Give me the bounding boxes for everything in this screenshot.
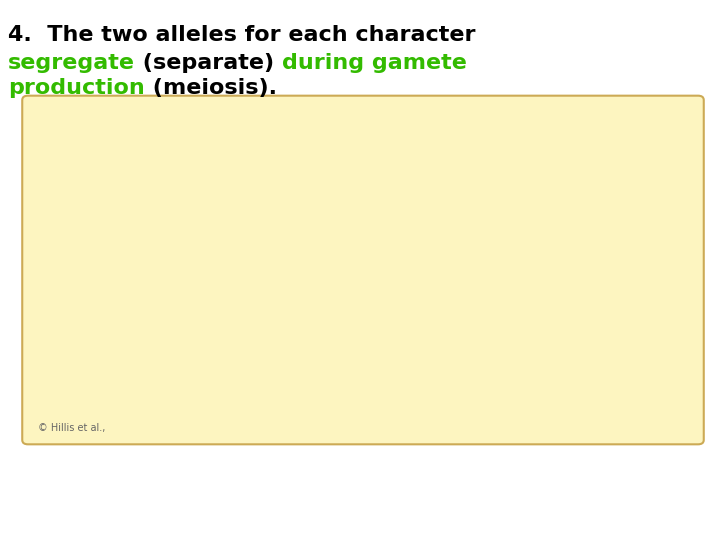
Text: aa: aa (359, 367, 379, 382)
Text: P: P (240, 341, 251, 356)
Text: Recessive: Recessive (542, 352, 627, 367)
Text: Heterozygous: Heterozygous (444, 391, 541, 404)
FancyBboxPatch shape (364, 237, 374, 261)
Text: allele: allele (542, 373, 583, 388)
Text: b: b (487, 341, 498, 356)
Text: Genotype:: Genotype: (128, 367, 217, 382)
Text: dominant allele: dominant allele (197, 429, 294, 442)
Text: Bb: Bb (482, 367, 504, 382)
Text: for the: for the (224, 410, 266, 423)
Text: Gene loci: Gene loci (312, 141, 391, 156)
Text: Homozygous: Homozygous (324, 391, 414, 404)
Text: production: production (8, 78, 145, 98)
Text: for the: for the (348, 410, 390, 423)
Text: 4.  The two alleles for each character: 4. The two alleles for each character (8, 25, 475, 45)
FancyBboxPatch shape (488, 308, 498, 333)
FancyBboxPatch shape (194, 229, 544, 268)
Text: (separate): (separate) (135, 53, 282, 73)
Text: (meiosis).: (meiosis). (145, 78, 276, 98)
Text: allele: allele (547, 161, 589, 176)
Text: B: B (487, 211, 499, 226)
Text: a: a (364, 211, 374, 226)
FancyBboxPatch shape (488, 237, 498, 261)
FancyBboxPatch shape (240, 308, 250, 333)
FancyBboxPatch shape (194, 301, 544, 340)
Text: a: a (364, 341, 374, 356)
Text: PP: PP (234, 367, 256, 382)
Text: © Hillis et al.,: © Hillis et al., (38, 423, 105, 433)
FancyBboxPatch shape (242, 237, 248, 261)
FancyBboxPatch shape (364, 308, 374, 333)
Text: during gamete: during gamete (282, 53, 467, 73)
Text: P: P (240, 211, 251, 226)
Text: recessive allele: recessive allele (320, 429, 418, 442)
FancyBboxPatch shape (242, 308, 248, 333)
Text: © Hillis et al.,: © Hillis et al., (120, 390, 186, 400)
Text: Dominant: Dominant (547, 139, 631, 154)
Text: Homozygous: Homozygous (200, 391, 290, 404)
FancyBboxPatch shape (240, 237, 250, 261)
Text: segregate: segregate (8, 53, 135, 73)
